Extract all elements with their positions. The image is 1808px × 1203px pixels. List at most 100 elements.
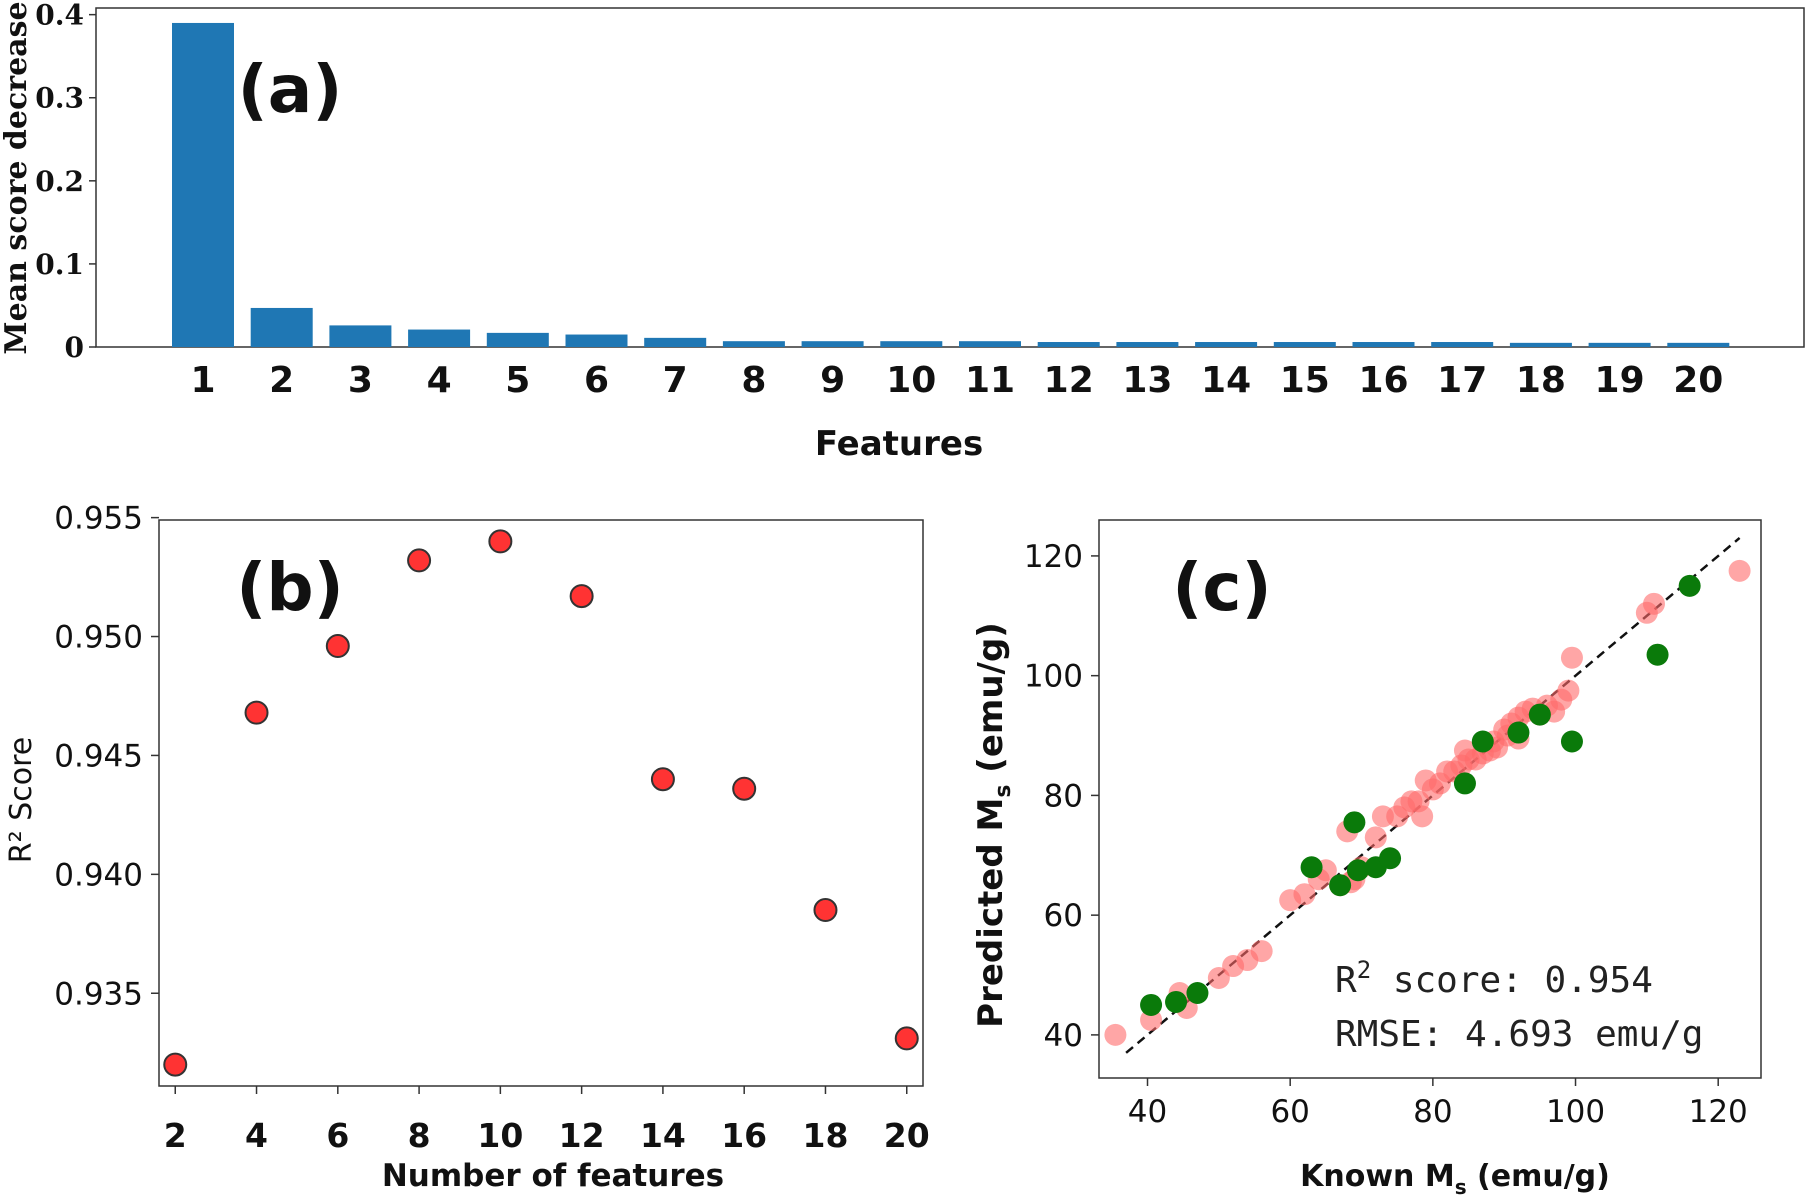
train-point-17 xyxy=(1364,826,1387,849)
bar-14 xyxy=(1195,342,1258,347)
x-tick-label-1: 1 xyxy=(190,360,215,401)
panel-label-c: (c) xyxy=(1172,549,1271,626)
x-label-main: Known M xyxy=(1300,1159,1455,1194)
bar-4 xyxy=(408,329,471,347)
y-label-sub: s xyxy=(991,785,1016,798)
x-tick-label-2: 2 xyxy=(164,1116,187,1155)
x-tick-label-12: 12 xyxy=(559,1116,605,1155)
y-tick-label-0.3: 0.3 xyxy=(35,82,84,115)
y-tick-label-0: 0 xyxy=(65,331,84,364)
x-tick-label-60: 60 xyxy=(1270,1094,1309,1130)
bar-15 xyxy=(1273,342,1336,347)
r2-text: score: 0.954 xyxy=(1371,960,1653,1001)
point-20 xyxy=(894,1026,919,1051)
test-point-5 xyxy=(1343,811,1366,834)
x-tick-label-18: 18 xyxy=(802,1116,848,1155)
bar-8 xyxy=(722,341,785,347)
x-tick-label-16: 16 xyxy=(721,1116,767,1155)
panel-c-x-axis-label: Known Ms (emu/g) xyxy=(1300,1159,1610,1199)
train-point-0 xyxy=(1104,1023,1127,1046)
panel-a-x-axis-label: Features xyxy=(815,424,983,464)
test-point-1 xyxy=(1165,990,1188,1013)
panel-c-y-ticks: 40 60 80 100 120 xyxy=(1024,539,1099,1054)
x-tick-label-6: 6 xyxy=(326,1116,349,1155)
x-tick-label-18: 18 xyxy=(1516,360,1566,401)
x-tick-label-20: 20 xyxy=(1673,360,1723,401)
x-tick-label-4: 4 xyxy=(245,1116,268,1155)
x-tick-label-4: 4 xyxy=(427,360,452,401)
y-tick-label-0.2: 0.2 xyxy=(35,165,84,198)
x-tick-label-80: 80 xyxy=(1413,1094,1452,1130)
x-tick-label-7: 7 xyxy=(663,360,688,401)
panel-a-frame xyxy=(95,7,1805,348)
point-4 xyxy=(244,700,269,725)
bar-17 xyxy=(1431,342,1494,347)
test-point-4 xyxy=(1329,874,1352,897)
test-point-13 xyxy=(1560,730,1583,753)
train-point-7 xyxy=(1250,940,1273,963)
bar-16 xyxy=(1352,342,1415,347)
x-tick-label-120: 120 xyxy=(1689,1094,1748,1130)
test-point-6 xyxy=(1346,859,1369,882)
x-tick-label-14: 14 xyxy=(640,1116,686,1155)
x-tick-label-6: 6 xyxy=(584,360,609,401)
point-10 xyxy=(488,529,513,554)
x-tick-label-19: 19 xyxy=(1595,360,1645,401)
test-point-12 xyxy=(1528,703,1551,726)
x-tick-label-10: 10 xyxy=(477,1116,523,1155)
test-point-15 xyxy=(1678,574,1701,597)
x-tick-label-16: 16 xyxy=(1358,360,1408,401)
x-tick-label-5: 5 xyxy=(505,360,530,401)
panel-c-identity-line xyxy=(1125,537,1741,1054)
x-label-tail: (emu/g) xyxy=(1467,1159,1610,1194)
y-tick-label-100: 100 xyxy=(1024,659,1083,695)
test-point-11 xyxy=(1507,721,1530,744)
panel-b-y-axis-label: R² Score xyxy=(4,737,39,863)
x-tick-label-100: 100 xyxy=(1546,1094,1605,1130)
bar-10 xyxy=(880,341,943,347)
bar-2 xyxy=(250,307,313,347)
y-tick-label-120: 120 xyxy=(1024,539,1083,575)
point-8 xyxy=(407,548,432,573)
test-point-2 xyxy=(1186,981,1209,1004)
bar-19 xyxy=(1588,342,1651,347)
y-tick-label-40: 40 xyxy=(1044,1018,1083,1054)
test-point-14 xyxy=(1646,643,1669,666)
panel-c-points xyxy=(1104,559,1751,1046)
panel-b-y-ticks: 0.935 0.940 0.945 0.950 0.955 xyxy=(54,501,159,1012)
panel-a-y-axis-label: Mean score decrease xyxy=(0,1,34,354)
bar-11 xyxy=(959,341,1021,347)
test-point-8 xyxy=(1379,847,1402,870)
x-tick-label-9: 9 xyxy=(820,360,845,401)
y-tick-label-0.950: 0.950 xyxy=(54,620,143,656)
panel-b-x-ticks: 2 4 6 8 10 12 14 16 18 20 xyxy=(164,1086,930,1155)
x-tick-label-40: 40 xyxy=(1128,1094,1167,1130)
bar-18 xyxy=(1509,342,1572,347)
train-point-9 xyxy=(1293,883,1316,906)
y-tick-label-0.935: 0.935 xyxy=(54,976,143,1012)
test-point-0 xyxy=(1140,993,1163,1016)
panel-b-frame xyxy=(158,519,924,1087)
x-tick-label-3: 3 xyxy=(348,360,373,401)
x-tick-label-2: 2 xyxy=(269,360,294,401)
y-tick-label-0.955: 0.955 xyxy=(54,501,143,537)
bar-3 xyxy=(329,325,392,347)
point-6 xyxy=(325,634,350,659)
panel-a-x-ticks: 1 2 3 4 5 6 7 8 9 10 11 12 13 14 15 16 17 18 19 20 xyxy=(190,360,1723,401)
bar-5 xyxy=(486,332,549,347)
panel-c-r2-annotation: R2 score: 0.954 xyxy=(1335,956,1653,1001)
point-2 xyxy=(163,1052,188,1077)
panel-b-points xyxy=(163,529,919,1077)
panel-label-a: (a) xyxy=(238,51,343,128)
y-label-tail: (emu/g) xyxy=(971,622,1011,784)
y-tick-label-0.940: 0.940 xyxy=(54,857,143,893)
x-tick-label-17: 17 xyxy=(1437,360,1487,401)
bar-7 xyxy=(644,337,707,347)
train-point-23 xyxy=(1411,805,1434,828)
train-point-49 xyxy=(1560,646,1583,669)
panel-b-x-axis-label: Number of features xyxy=(382,1158,724,1194)
r2-label: R xyxy=(1335,960,1357,1001)
bar-13 xyxy=(1116,342,1179,347)
panel-a: 00.10.20.30.4 1 2 3 4 5 6 7 8 9 10 11 12 13 14 15 16 17 1… xyxy=(0,0,1805,464)
panel-c-x-ticks: 40 60 80 100 120 xyxy=(1128,1078,1748,1130)
